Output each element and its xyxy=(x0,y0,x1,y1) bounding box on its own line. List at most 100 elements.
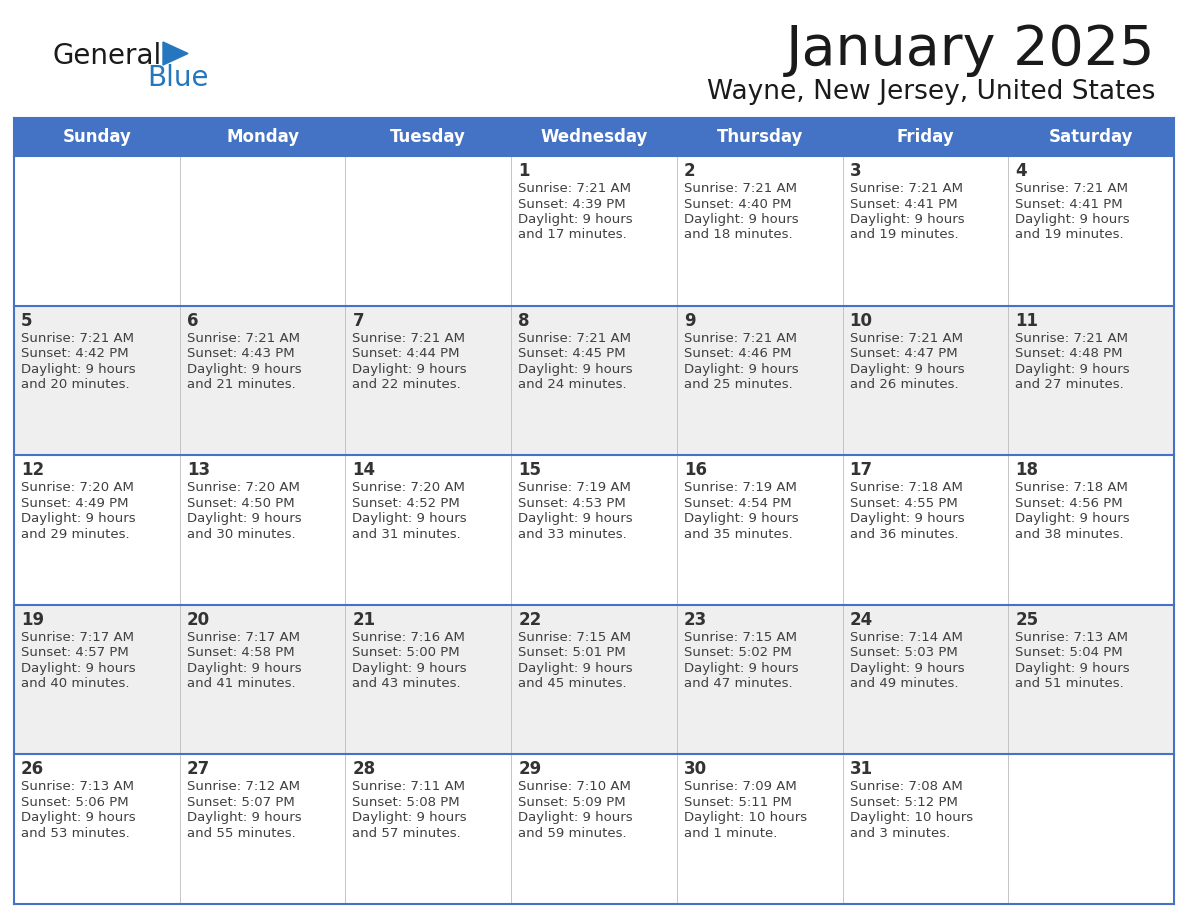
Text: and 25 minutes.: and 25 minutes. xyxy=(684,378,792,391)
Text: 11: 11 xyxy=(1016,311,1038,330)
Text: Sunrise: 7:13 AM: Sunrise: 7:13 AM xyxy=(1016,631,1129,644)
Text: Sunrise: 7:17 AM: Sunrise: 7:17 AM xyxy=(21,631,134,644)
Text: Sunrise: 7:10 AM: Sunrise: 7:10 AM xyxy=(518,780,631,793)
Text: Daylight: 9 hours: Daylight: 9 hours xyxy=(1016,363,1130,375)
Text: Sunrise: 7:19 AM: Sunrise: 7:19 AM xyxy=(684,481,797,494)
Text: Sunrise: 7:18 AM: Sunrise: 7:18 AM xyxy=(1016,481,1129,494)
Text: Blue: Blue xyxy=(147,64,209,92)
Text: 9: 9 xyxy=(684,311,695,330)
Bar xyxy=(14,455,1174,605)
Text: and 57 minutes.: and 57 minutes. xyxy=(353,827,461,840)
Text: 7: 7 xyxy=(353,311,364,330)
Text: 6: 6 xyxy=(187,311,198,330)
Text: and 38 minutes.: and 38 minutes. xyxy=(1016,528,1124,541)
Text: Sunset: 4:54 PM: Sunset: 4:54 PM xyxy=(684,497,791,509)
Text: and 17 minutes.: and 17 minutes. xyxy=(518,229,627,241)
Text: Sunrise: 7:21 AM: Sunrise: 7:21 AM xyxy=(21,331,134,344)
Text: Daylight: 9 hours: Daylight: 9 hours xyxy=(518,363,633,375)
Text: Sunrise: 7:21 AM: Sunrise: 7:21 AM xyxy=(518,331,631,344)
Text: Daylight: 9 hours: Daylight: 9 hours xyxy=(849,213,965,226)
Text: Sunrise: 7:21 AM: Sunrise: 7:21 AM xyxy=(684,182,797,195)
Bar xyxy=(14,118,1174,156)
Text: Sunset: 4:50 PM: Sunset: 4:50 PM xyxy=(187,497,295,509)
Text: 31: 31 xyxy=(849,760,873,778)
Text: January 2025: January 2025 xyxy=(785,23,1155,77)
Text: and 24 minutes.: and 24 minutes. xyxy=(518,378,627,391)
Text: and 20 minutes.: and 20 minutes. xyxy=(21,378,129,391)
Text: Sunday: Sunday xyxy=(63,128,132,146)
Text: 15: 15 xyxy=(518,461,542,479)
Text: 26: 26 xyxy=(21,760,44,778)
Text: Daylight: 9 hours: Daylight: 9 hours xyxy=(353,363,467,375)
Text: 24: 24 xyxy=(849,610,873,629)
Text: Daylight: 9 hours: Daylight: 9 hours xyxy=(518,512,633,525)
Text: Monday: Monday xyxy=(226,128,299,146)
Text: Sunrise: 7:21 AM: Sunrise: 7:21 AM xyxy=(684,331,797,344)
Text: and 26 minutes.: and 26 minutes. xyxy=(849,378,959,391)
Text: and 51 minutes.: and 51 minutes. xyxy=(1016,677,1124,690)
Text: Sunset: 4:46 PM: Sunset: 4:46 PM xyxy=(684,347,791,360)
Text: and 31 minutes.: and 31 minutes. xyxy=(353,528,461,541)
Text: Sunrise: 7:21 AM: Sunrise: 7:21 AM xyxy=(1016,331,1129,344)
Text: and 36 minutes.: and 36 minutes. xyxy=(849,528,959,541)
Text: Sunrise: 7:15 AM: Sunrise: 7:15 AM xyxy=(518,631,631,644)
Text: and 19 minutes.: and 19 minutes. xyxy=(1016,229,1124,241)
Text: and 55 minutes.: and 55 minutes. xyxy=(187,827,296,840)
Text: 27: 27 xyxy=(187,760,210,778)
Text: Sunset: 5:11 PM: Sunset: 5:11 PM xyxy=(684,796,791,809)
Text: Daylight: 9 hours: Daylight: 9 hours xyxy=(849,662,965,675)
Text: Sunset: 5:07 PM: Sunset: 5:07 PM xyxy=(187,796,295,809)
Text: 23: 23 xyxy=(684,610,707,629)
Text: Sunset: 4:49 PM: Sunset: 4:49 PM xyxy=(21,497,128,509)
Text: Daylight: 9 hours: Daylight: 9 hours xyxy=(684,662,798,675)
Text: Sunset: 5:06 PM: Sunset: 5:06 PM xyxy=(21,796,128,809)
Text: Sunrise: 7:09 AM: Sunrise: 7:09 AM xyxy=(684,780,797,793)
Text: Sunset: 4:52 PM: Sunset: 4:52 PM xyxy=(353,497,460,509)
Text: Daylight: 9 hours: Daylight: 9 hours xyxy=(353,512,467,525)
Text: and 18 minutes.: and 18 minutes. xyxy=(684,229,792,241)
Text: 10: 10 xyxy=(849,311,872,330)
Text: General: General xyxy=(52,42,162,70)
Text: Daylight: 9 hours: Daylight: 9 hours xyxy=(187,812,302,824)
Text: Daylight: 9 hours: Daylight: 9 hours xyxy=(1016,512,1130,525)
Text: Daylight: 9 hours: Daylight: 9 hours xyxy=(849,363,965,375)
Text: and 1 minute.: and 1 minute. xyxy=(684,827,777,840)
Text: Daylight: 10 hours: Daylight: 10 hours xyxy=(684,812,807,824)
Text: and 43 minutes.: and 43 minutes. xyxy=(353,677,461,690)
Text: Daylight: 9 hours: Daylight: 9 hours xyxy=(518,662,633,675)
Text: and 59 minutes.: and 59 minutes. xyxy=(518,827,627,840)
Polygon shape xyxy=(163,42,188,65)
Text: 29: 29 xyxy=(518,760,542,778)
Text: 21: 21 xyxy=(353,610,375,629)
Text: Tuesday: Tuesday xyxy=(391,128,466,146)
Text: Friday: Friday xyxy=(897,128,954,146)
Text: Sunset: 4:53 PM: Sunset: 4:53 PM xyxy=(518,497,626,509)
Text: 28: 28 xyxy=(353,760,375,778)
Text: 30: 30 xyxy=(684,760,707,778)
Text: Sunrise: 7:08 AM: Sunrise: 7:08 AM xyxy=(849,780,962,793)
Text: Sunrise: 7:21 AM: Sunrise: 7:21 AM xyxy=(353,331,466,344)
Text: 3: 3 xyxy=(849,162,861,180)
Text: 4: 4 xyxy=(1016,162,1026,180)
Text: and 30 minutes.: and 30 minutes. xyxy=(187,528,296,541)
Text: Daylight: 9 hours: Daylight: 9 hours xyxy=(21,512,135,525)
Text: and 29 minutes.: and 29 minutes. xyxy=(21,528,129,541)
Text: Sunset: 4:40 PM: Sunset: 4:40 PM xyxy=(684,197,791,210)
Text: Sunrise: 7:21 AM: Sunrise: 7:21 AM xyxy=(518,182,631,195)
Text: Sunset: 4:45 PM: Sunset: 4:45 PM xyxy=(518,347,626,360)
Text: and 3 minutes.: and 3 minutes. xyxy=(849,827,950,840)
Text: and 41 minutes.: and 41 minutes. xyxy=(187,677,296,690)
Text: and 53 minutes.: and 53 minutes. xyxy=(21,827,129,840)
Text: Thursday: Thursday xyxy=(716,128,803,146)
Text: Sunrise: 7:14 AM: Sunrise: 7:14 AM xyxy=(849,631,962,644)
Text: Sunset: 4:41 PM: Sunset: 4:41 PM xyxy=(849,197,958,210)
Text: 22: 22 xyxy=(518,610,542,629)
Text: Sunset: 5:00 PM: Sunset: 5:00 PM xyxy=(353,646,460,659)
Text: 17: 17 xyxy=(849,461,873,479)
Bar xyxy=(14,156,1174,306)
Text: and 49 minutes.: and 49 minutes. xyxy=(849,677,958,690)
Text: and 33 minutes.: and 33 minutes. xyxy=(518,528,627,541)
Text: Sunset: 4:44 PM: Sunset: 4:44 PM xyxy=(353,347,460,360)
Text: Sunrise: 7:19 AM: Sunrise: 7:19 AM xyxy=(518,481,631,494)
Text: Wayne, New Jersey, United States: Wayne, New Jersey, United States xyxy=(707,79,1155,105)
